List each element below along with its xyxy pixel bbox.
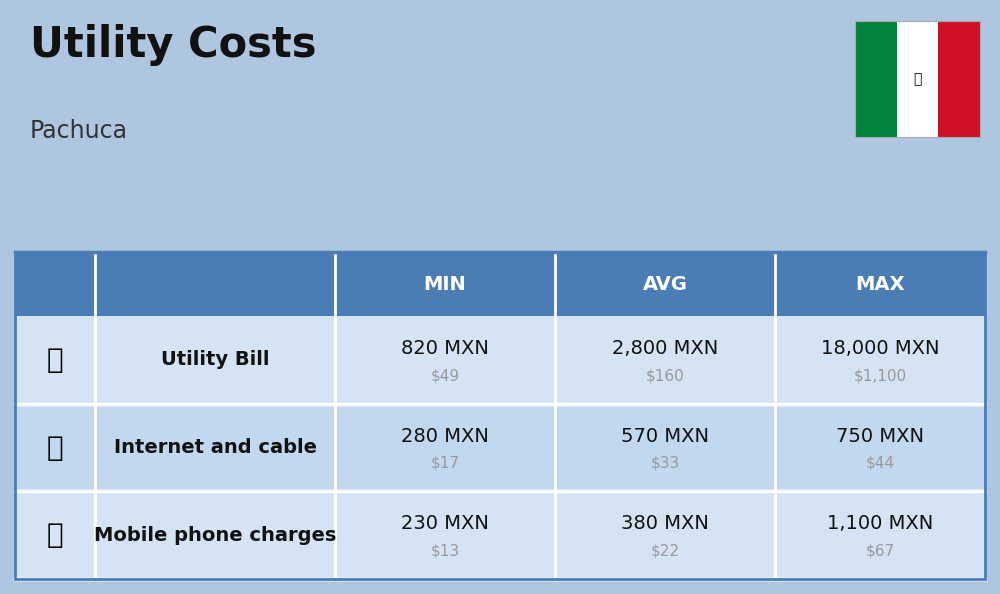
Text: MIN: MIN (424, 275, 466, 294)
Bar (855, 21, 980, 137)
Text: AVG: AVG (642, 275, 688, 294)
Text: $49: $49 (430, 368, 460, 383)
Text: $17: $17 (431, 456, 460, 471)
Text: Utility Costs: Utility Costs (30, 24, 316, 66)
Text: MAX: MAX (855, 275, 905, 294)
Text: 230 MXN: 230 MXN (401, 514, 489, 533)
Text: 2,800 MXN: 2,800 MXN (612, 339, 718, 358)
Bar (15, 491, 985, 579)
Text: Utility Bill: Utility Bill (161, 350, 269, 369)
Bar (897, 21, 938, 137)
Text: $33: $33 (650, 456, 680, 471)
Text: Mobile phone charges: Mobile phone charges (94, 526, 336, 545)
Text: $13: $13 (430, 544, 460, 558)
Text: 820 MXN: 820 MXN (401, 339, 489, 358)
Bar (15, 404, 985, 491)
Text: 380 MXN: 380 MXN (621, 514, 709, 533)
Text: 280 MXN: 280 MXN (401, 426, 489, 446)
Text: $1,100: $1,100 (853, 368, 907, 383)
Text: $67: $67 (865, 544, 895, 558)
Text: Pachuca: Pachuca (30, 119, 128, 143)
Text: 1,100 MXN: 1,100 MXN (827, 514, 933, 533)
Bar (855, 21, 897, 137)
Bar (15, 316, 985, 404)
Text: 750 MXN: 750 MXN (836, 426, 924, 446)
Text: $160: $160 (646, 368, 684, 383)
Text: 570 MXN: 570 MXN (621, 426, 709, 446)
Text: 18,000 MXN: 18,000 MXN (821, 339, 939, 358)
Bar (15, 252, 985, 316)
Bar (15, 252, 985, 579)
Text: 🦅: 🦅 (913, 72, 922, 86)
Text: Internet and cable: Internet and cable (114, 438, 316, 457)
Text: 🔧: 🔧 (47, 346, 63, 374)
Text: 📡: 📡 (47, 434, 63, 462)
Bar (938, 21, 980, 137)
Text: $22: $22 (650, 544, 680, 558)
Text: $44: $44 (866, 456, 895, 471)
Text: 📱: 📱 (47, 522, 63, 549)
